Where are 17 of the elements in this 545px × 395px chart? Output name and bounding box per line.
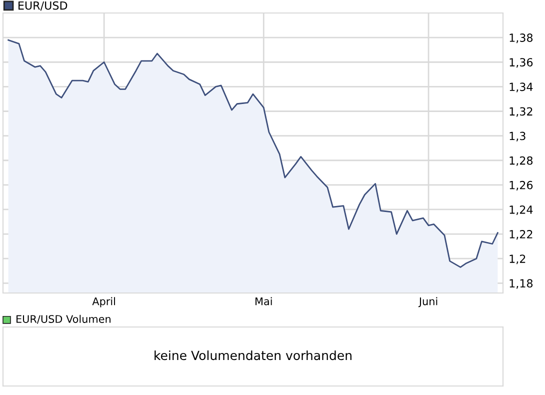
y-tick-label: 1,28 [510,156,533,166]
text: keine Volumendaten vorhanden [154,350,352,360]
y-tick-label: 1,24 [510,205,533,216]
y-tick-label: 1,34 [510,82,533,92]
y-tick-label: 1,36 [510,58,533,68]
y-tick-label: 1,26 [510,180,533,190]
x-tick-label: Mai [256,297,272,306]
legend-label: EUR/USD [18,1,68,11]
y-tick-label: 1,18 [510,279,533,289]
x-tick-label: Juni [418,297,438,308]
x-tick-label: April [92,297,115,308]
y-tick-label: 1,38 [510,34,533,44]
y-tick-label: 1,2 [510,254,526,264]
text: EUR/USD Volumen [16,314,110,324]
y-tick-label: 1,3 [510,132,526,142]
y-tick-label: 1,22 [510,230,532,240]
y-tick-label: 1,32 [510,107,532,117]
